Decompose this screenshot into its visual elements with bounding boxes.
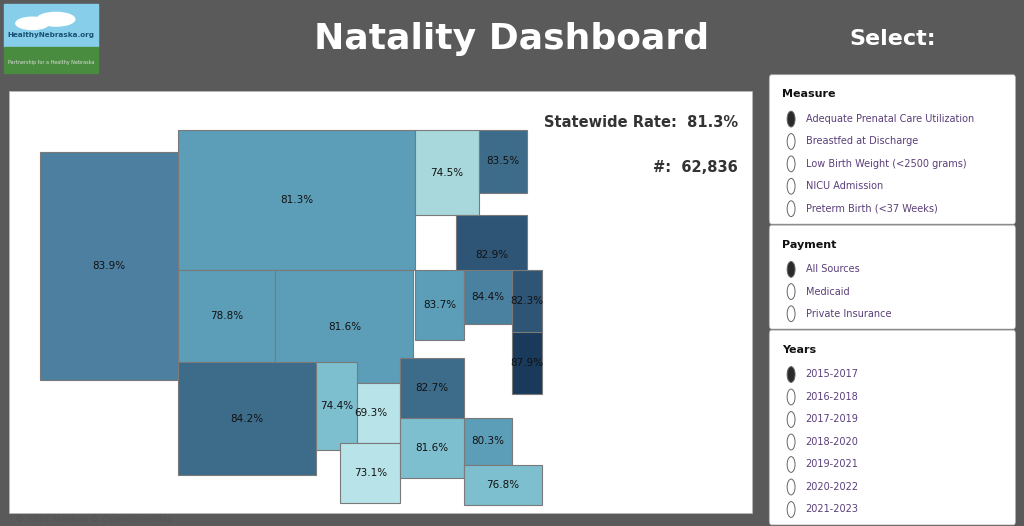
Bar xyxy=(416,130,478,215)
Bar xyxy=(464,465,542,505)
Circle shape xyxy=(787,306,795,321)
Text: 69.3%: 69.3% xyxy=(354,408,387,418)
Bar xyxy=(4,47,98,73)
Text: Adequate Prenatal Care Utilization: Adequate Prenatal Care Utilization xyxy=(806,114,974,124)
Bar xyxy=(416,270,464,340)
Text: Private Insurance: Private Insurance xyxy=(806,309,891,319)
Text: 80.3%: 80.3% xyxy=(471,437,504,447)
Text: All Sources: All Sources xyxy=(806,265,859,275)
Bar xyxy=(400,358,464,418)
Text: Natality Dashboard: Natality Dashboard xyxy=(314,22,710,56)
Text: Statewide Rate:  81.3%: Statewide Rate: 81.3% xyxy=(544,115,738,130)
Text: Low Birth Weight (<2500 grams): Low Birth Weight (<2500 grams) xyxy=(806,159,967,169)
Text: #:  62,836: #: 62,836 xyxy=(653,160,738,175)
Text: Payment: Payment xyxy=(782,240,837,250)
Text: 73.1%: 73.1% xyxy=(354,468,387,478)
Bar xyxy=(275,270,414,383)
Text: HealthyNebraska.org: HealthyNebraska.org xyxy=(8,32,94,38)
Circle shape xyxy=(787,367,795,382)
Circle shape xyxy=(787,284,795,299)
Bar xyxy=(478,130,526,193)
Text: © 2024 Mapbox © OpenStreetMap: © 2024 Mapbox © OpenStreetMap xyxy=(15,515,174,524)
Text: Medicaid: Medicaid xyxy=(806,287,849,297)
Circle shape xyxy=(787,111,795,127)
Text: Partnership for a Healthy Nebraska: Partnership for a Healthy Nebraska xyxy=(8,60,94,65)
Bar xyxy=(178,270,275,362)
Bar xyxy=(340,383,400,443)
Bar xyxy=(512,332,542,394)
Text: 2016-2018: 2016-2018 xyxy=(806,392,858,402)
Text: 84.4%: 84.4% xyxy=(471,292,504,302)
Text: 84.2%: 84.2% xyxy=(230,413,264,423)
Text: 2019-2021: 2019-2021 xyxy=(806,460,858,470)
Bar xyxy=(340,443,400,503)
Bar xyxy=(400,418,464,478)
Text: 2020-2022: 2020-2022 xyxy=(806,482,859,492)
Circle shape xyxy=(787,261,795,277)
Text: 81.6%: 81.6% xyxy=(416,443,449,453)
Bar xyxy=(464,418,512,465)
Text: 74.4%: 74.4% xyxy=(321,401,353,411)
Circle shape xyxy=(787,201,795,217)
FancyBboxPatch shape xyxy=(769,75,1016,224)
Text: 82.9%: 82.9% xyxy=(475,250,508,260)
Text: 81.6%: 81.6% xyxy=(328,321,360,331)
Text: Select:: Select: xyxy=(849,29,936,49)
Bar xyxy=(316,362,357,450)
Text: Measure: Measure xyxy=(782,89,836,99)
Text: 83.5%: 83.5% xyxy=(486,157,519,167)
Text: 78.8%: 78.8% xyxy=(210,311,244,321)
Text: 83.9%: 83.9% xyxy=(92,261,126,271)
Circle shape xyxy=(787,502,795,518)
Text: 76.8%: 76.8% xyxy=(486,480,519,490)
Ellipse shape xyxy=(37,13,75,26)
Text: 2015-2017: 2015-2017 xyxy=(806,369,858,379)
Text: Breastfed at Discharge: Breastfed at Discharge xyxy=(806,136,918,146)
Bar xyxy=(464,270,512,324)
Text: 2021-2023: 2021-2023 xyxy=(806,504,858,514)
Circle shape xyxy=(787,134,795,149)
Text: 2017-2019: 2017-2019 xyxy=(806,414,858,424)
Text: NICU Admission: NICU Admission xyxy=(806,181,883,191)
Circle shape xyxy=(787,434,795,450)
Ellipse shape xyxy=(16,17,49,29)
Circle shape xyxy=(787,389,795,405)
Text: 74.5%: 74.5% xyxy=(430,167,464,177)
Bar xyxy=(4,4,98,47)
Bar xyxy=(178,130,416,270)
Text: Years: Years xyxy=(782,345,816,355)
Circle shape xyxy=(787,178,795,194)
Circle shape xyxy=(787,412,795,428)
Circle shape xyxy=(787,479,795,495)
Bar xyxy=(178,362,316,475)
FancyBboxPatch shape xyxy=(769,330,1016,525)
Text: Preterm Birth (<37 Weeks): Preterm Birth (<37 Weeks) xyxy=(806,204,937,214)
Text: 87.9%: 87.9% xyxy=(510,358,543,368)
Text: 82.7%: 82.7% xyxy=(416,383,449,393)
Text: 2018-2020: 2018-2020 xyxy=(806,437,858,447)
Circle shape xyxy=(787,457,795,472)
Bar xyxy=(512,270,542,332)
Text: 83.7%: 83.7% xyxy=(423,300,456,310)
Text: 82.3%: 82.3% xyxy=(510,296,543,306)
Bar xyxy=(457,215,526,295)
Bar xyxy=(40,152,178,380)
Circle shape xyxy=(787,156,795,172)
FancyBboxPatch shape xyxy=(769,225,1016,329)
Text: 81.3%: 81.3% xyxy=(281,195,313,205)
